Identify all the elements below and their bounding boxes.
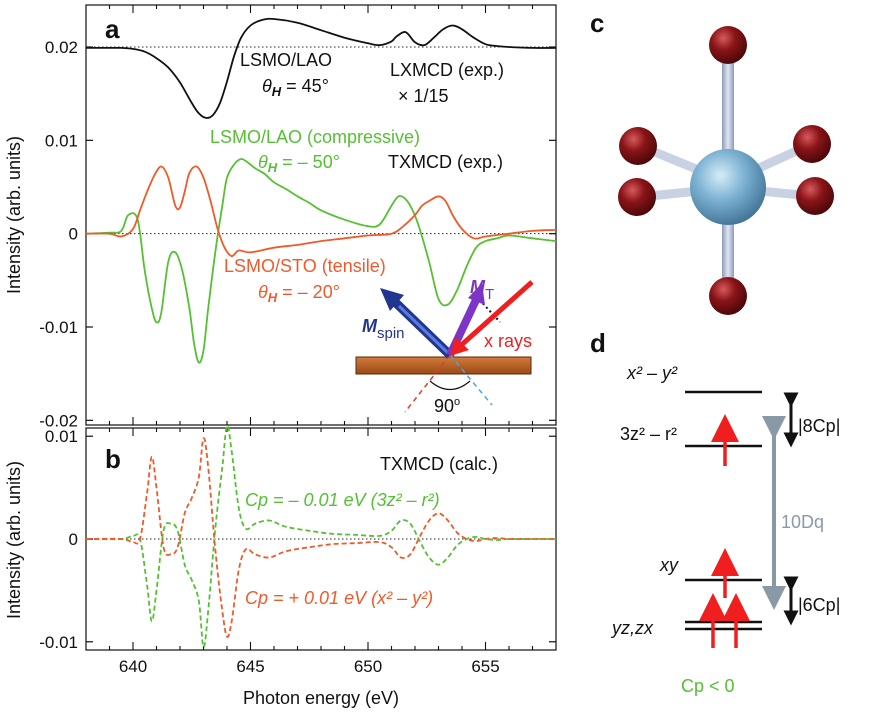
sto-angle-label: θH = – 20° xyxy=(258,282,340,305)
x-axis-label: Photon energy (eV) xyxy=(243,688,399,708)
panel-b-letter: b xyxy=(105,444,121,474)
panel-b-series-0 xyxy=(85,424,556,648)
panel-a-y-tick-label-2: 0 xyxy=(69,225,78,244)
sto-theta: θ xyxy=(258,282,268,302)
lxmcd-title: LXMCD (exp.) xyxy=(390,60,504,80)
beam-continuation-dashed xyxy=(449,354,493,406)
panel-b-y-axis-label: Intensity (arb. units) xyxy=(4,461,24,619)
mt-arrow-head xyxy=(468,283,485,305)
panel-a-letter: a xyxy=(105,14,120,44)
lxmcd-scale: × 1/15 xyxy=(398,86,449,106)
panel-a-series-0 xyxy=(86,17,557,119)
panel-a-y-tick-label-4: 0.02 xyxy=(45,38,78,57)
panel-a-series-2 xyxy=(85,165,557,257)
center-ion xyxy=(690,149,766,225)
panel-c-letter: c xyxy=(590,8,604,38)
panel-d-letter: d xyxy=(590,328,606,358)
mspin-label-sub: spin xyxy=(377,325,405,342)
level-x2-y2-label: x² – y² xyxy=(626,363,678,383)
xray-label: x rays xyxy=(484,331,532,351)
mt-label-m: M xyxy=(470,277,486,297)
lao-label: LSMO/LAO (compressive) xyxy=(210,127,420,147)
ligand-upper-left xyxy=(619,127,657,165)
sto-theta-sub: H xyxy=(268,290,278,305)
lxmcd-theta-sub: H xyxy=(272,84,282,99)
gap-8cp-label: |8Cp| xyxy=(798,416,840,436)
panel-a-y-tick-label-0: -0.02 xyxy=(39,411,78,430)
panel-a-series-1 xyxy=(85,158,557,364)
panel-d: d x² – y² 3z² – r² xy yz,zx 10Dq |8Cp| |… xyxy=(590,328,840,696)
octahedron-model xyxy=(618,26,834,315)
ligand-bottom xyxy=(709,277,747,315)
sto-angle-value: = – 20° xyxy=(277,282,340,302)
gap-6cp-label: |6Cp| xyxy=(798,595,840,615)
panel-a-y-tick-label-1: -0.01 xyxy=(39,318,78,337)
level-yz-zx-label: yz,zx xyxy=(610,618,654,638)
level-3z2-r2-label: 3z² – r² xyxy=(620,424,677,444)
panel-b-x-tick-label-0: 640 xyxy=(119,657,147,676)
mt-label-sub: T xyxy=(485,286,494,303)
panel-a-y-ticks: -0.02 -0.01 0 0.01 0.02 xyxy=(39,38,556,430)
ligand-lower-right xyxy=(796,177,834,215)
cp-condition-label: Cp < 0 xyxy=(681,676,735,696)
lxmcd-angle-label: θH = 45° xyxy=(262,76,329,99)
panel-b-series xyxy=(85,424,556,648)
lxmcd-angle-value: = 45° xyxy=(281,76,329,96)
lxmcd-sample-label: LSMO/LAO xyxy=(240,50,332,70)
ligand-top xyxy=(709,26,747,64)
lxmcd-theta: θ xyxy=(262,76,272,96)
sto-label: LSMO/STO (tensile) xyxy=(224,256,386,276)
bond-top xyxy=(722,45,734,160)
geometry-inset: Mspin MT x rays 90o xyxy=(355,277,534,416)
panel-b-y-tick-label-0: -0.01 xyxy=(39,633,78,652)
mspin-arrow-inner xyxy=(397,304,450,355)
panel-b-series-1 xyxy=(85,437,556,638)
lao-theta: θ xyxy=(258,152,268,172)
surface-normal-dashed xyxy=(404,354,451,413)
panel-b-y-ticks: -0.01 0 0.01 xyxy=(39,427,556,652)
panel-b-x-ticks: 640 645 650 655 xyxy=(108,428,534,676)
calc-green-label: Cp = – 0.01 eV (3z² – r²) xyxy=(245,490,440,510)
xray-arrow-head xyxy=(450,337,469,356)
inset-angle-value: 90 xyxy=(434,396,454,416)
substrate-slab xyxy=(355,356,532,375)
mt-label: MT xyxy=(470,277,494,303)
inset-angle-sup: o xyxy=(454,396,460,408)
panel-b-x-tick-label-1: 645 xyxy=(236,657,264,676)
bond-bottom xyxy=(722,215,734,295)
ligand-lower-left xyxy=(618,178,656,216)
mspin-label: Mspin xyxy=(362,316,405,342)
txmcd-calc-title: TXMCD (calc.) xyxy=(380,454,498,474)
panel-b-y-tick-label-2: 0.01 xyxy=(45,427,78,446)
lao-angle-label: θH = – 50° xyxy=(258,152,340,175)
ligand-upper-right xyxy=(793,125,831,163)
panel-b-y-tick-label-1: 0 xyxy=(69,530,78,549)
txmcd-exp-title: TXMCD (exp.) xyxy=(388,152,503,172)
panel-b-x-tick-label-3: 655 xyxy=(471,657,499,676)
panel-b-x-tick-label-2: 650 xyxy=(354,657,382,676)
inset-angle-label: 90o xyxy=(434,396,460,416)
xray-arrow xyxy=(456,280,534,350)
panel-a-y-axis-label: Intensity (arb. units) xyxy=(4,136,24,294)
angle-arc xyxy=(429,380,471,391)
panel-a-y-tick-label-3: 0.01 xyxy=(45,131,78,150)
lao-theta-sub: H xyxy=(268,160,278,175)
level-xy-label: xy xyxy=(659,555,679,575)
panel-a-x-ticks xyxy=(108,5,534,425)
dq-label: 10Dq xyxy=(781,512,824,532)
panel-a-series xyxy=(85,17,557,364)
panel-c: c xyxy=(590,8,834,315)
mspin-label-m: M xyxy=(362,316,378,336)
calc-red-label: Cp = + 0.01 eV (x² – y²) xyxy=(245,588,433,608)
lao-angle-value: = – 50° xyxy=(277,152,340,172)
mspin-arrow-head xyxy=(380,288,404,311)
